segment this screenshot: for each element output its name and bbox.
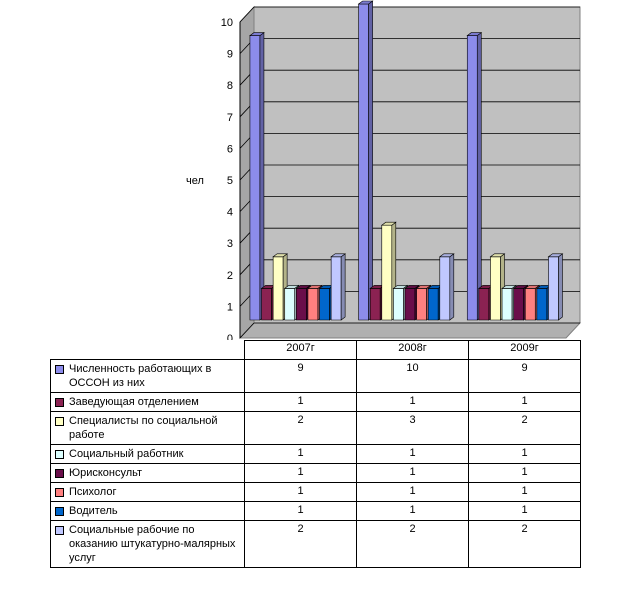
bar: [489, 253, 506, 321]
legend-key: [55, 469, 64, 478]
table-value-cell: 2: [244, 520, 357, 568]
table-value-cell: 1: [244, 444, 357, 464]
table-value-cell: 1: [468, 463, 581, 483]
table-value-cell: 2: [468, 411, 581, 445]
legend-cell: Численность работающих в ОССОН из них: [50, 359, 245, 393]
legend-key: [55, 417, 64, 426]
bar: [330, 253, 347, 321]
legend-key: [55, 450, 64, 459]
table-value-cell: 1: [244, 482, 357, 502]
y-axis-label: чел: [186, 175, 204, 187]
legend-cell: Социальные рабочие по оказанию штукатурн…: [50, 520, 245, 568]
legend-key: [55, 398, 64, 407]
table-value-cell: 3: [356, 411, 469, 445]
table-row: Юрисконсульт 1 1 1: [50, 463, 581, 483]
table-value-cell: 1: [356, 392, 469, 412]
data-table: 2007г 2008г 2009г Численность работающих…: [50, 340, 581, 568]
legend-label: Юрисконсульт: [69, 467, 143, 479]
bar: [380, 221, 397, 321]
legend-cell: Социальный работник: [50, 444, 245, 464]
table-row: Водитель 1 1 1: [50, 501, 581, 521]
legend-cell: Заведующая отделением: [50, 392, 245, 412]
bar: [547, 253, 564, 321]
table-header-row: 2007г 2008г 2009г: [50, 340, 581, 360]
bar: [260, 284, 277, 321]
table-value-cell: 1: [244, 392, 357, 412]
legend-label: Водитель: [69, 505, 118, 517]
table-value-cell: 1: [244, 463, 357, 483]
table-value-cell: 1: [468, 444, 581, 464]
y-tick-label: 2: [227, 270, 233, 282]
y-tick-label: 5: [227, 175, 233, 187]
legend-label: Численность работающих в ОССОН из них: [69, 363, 212, 389]
bar: [307, 284, 323, 321]
legend-cell: Юрисконсульт: [50, 463, 245, 483]
y-tick-label: 0: [227, 333, 233, 340]
bar: [466, 31, 483, 321]
bar: [357, 0, 374, 321]
table-value-cell: 1: [244, 501, 357, 521]
table-value-cell: 1: [356, 501, 469, 521]
table-row: Заведующая отделением 1 1 1: [50, 392, 581, 412]
table-value-cell: 1: [468, 392, 581, 412]
table-value-cell: 9: [244, 359, 357, 393]
legend-cell: Психолог: [50, 482, 245, 502]
y-tick-label: 10: [221, 17, 233, 29]
table-row: Социальный работник 1 1 1: [50, 444, 581, 464]
legend-label: Социальные рабочие по оказанию штукатурн…: [69, 524, 236, 564]
legend-label: Заведующая отделением: [69, 396, 199, 408]
table-corner: [50, 340, 245, 360]
y-tick-label: 4: [227, 207, 233, 219]
y-tick-label: 3: [227, 238, 233, 250]
table-header-category: 2009г: [468, 340, 581, 360]
table-header-category: 2008г: [356, 340, 469, 360]
table-row: Численность работающих в ОССОН из них 9 10…: [50, 359, 581, 393]
legend-cell: Специалисты по социальной работе: [50, 411, 245, 445]
table-header-category: 2007г: [244, 340, 357, 360]
bar-chart: 0 1 2 3 4 5 6 7 8 9 10 чел: [186, 0, 582, 340]
bar: [272, 253, 289, 321]
bar: [249, 31, 265, 321]
table-value-cell: 1: [468, 482, 581, 502]
y-tick-label: 9: [227, 49, 233, 61]
legend-key: [55, 526, 64, 535]
table-value-cell: 9: [468, 359, 581, 393]
y-tick-label: 7: [227, 112, 233, 124]
table-value-cell: 2: [244, 411, 357, 445]
table-value-cell: 1: [356, 482, 469, 502]
y-tick-label: 6: [227, 143, 233, 155]
table-value-cell: 1: [468, 501, 581, 521]
legend-label: Психолог: [69, 486, 117, 498]
plot-floor: [238, 322, 582, 339]
table-row: Специалисты по социальной работе 2 3 2: [50, 411, 581, 445]
legend-cell: Водитель: [50, 501, 245, 521]
legend-key: [55, 365, 64, 374]
table-value-cell: 10: [356, 359, 469, 393]
legend-label: Социальный работник: [69, 448, 184, 460]
legend-key: [55, 507, 64, 516]
y-tick-label: 1: [227, 301, 233, 313]
table-row: Социальные рабочие по оказанию штукатурн…: [50, 520, 581, 568]
gridline-side: [239, 6, 255, 23]
bar: [438, 253, 455, 321]
table-row: Психолог 1 1 1: [50, 482, 581, 502]
table-value-cell: 2: [356, 520, 469, 568]
legend-key: [55, 488, 64, 497]
table-value-cell: 1: [356, 444, 469, 464]
y-tick-label: 8: [227, 80, 233, 92]
table-value-cell: 1: [356, 463, 469, 483]
gridline-side: [239, 322, 255, 339]
table-value-cell: 2: [468, 520, 581, 568]
legend-label: Специалисты по социальной работе: [69, 415, 218, 441]
